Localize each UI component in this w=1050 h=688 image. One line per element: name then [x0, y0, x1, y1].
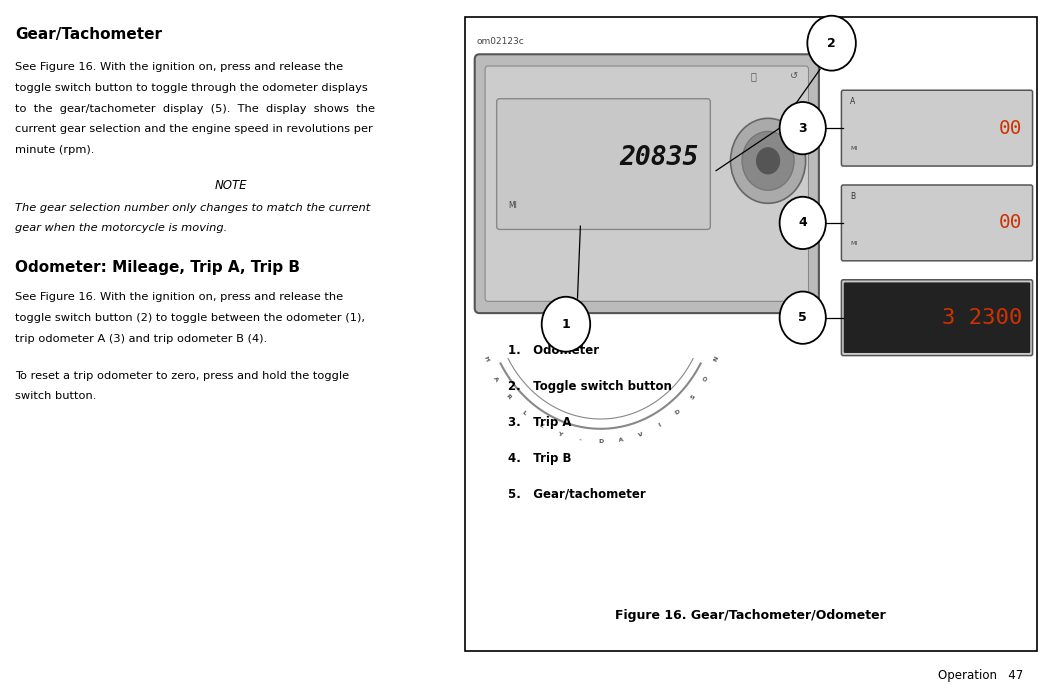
- Circle shape: [779, 102, 826, 154]
- Text: A: A: [492, 376, 499, 383]
- Text: 5: 5: [798, 311, 807, 324]
- Text: -: -: [579, 438, 582, 442]
- FancyBboxPatch shape: [841, 90, 1032, 166]
- Text: ⛽: ⛽: [751, 71, 757, 81]
- Text: toggle switch button (2) to toggle between the odometer (1),: toggle switch button (2) to toggle betwe…: [15, 313, 365, 323]
- Text: minute (rpm).: minute (rpm).: [15, 145, 94, 155]
- Text: 3.   Trip A: 3. Trip A: [508, 416, 571, 429]
- Text: 4.   Trip B: 4. Trip B: [508, 451, 571, 464]
- Text: A: A: [850, 98, 856, 107]
- Text: N: N: [712, 356, 719, 363]
- Text: To reset a trip odometer to zero, press and hold the toggle: To reset a trip odometer to zero, press …: [15, 371, 349, 380]
- Text: The gear selection number only changes to match the current: The gear selection number only changes t…: [15, 202, 371, 213]
- Text: 1.   Odometer: 1. Odometer: [508, 344, 600, 357]
- FancyBboxPatch shape: [844, 282, 1030, 353]
- Circle shape: [779, 197, 826, 249]
- Circle shape: [807, 16, 856, 71]
- Text: E: E: [539, 422, 544, 429]
- Text: O: O: [702, 376, 709, 383]
- FancyBboxPatch shape: [841, 185, 1032, 261]
- Circle shape: [779, 292, 826, 344]
- Text: toggle switch button to toggle through the odometer displays: toggle switch button to toggle through t…: [15, 83, 367, 93]
- FancyBboxPatch shape: [485, 66, 808, 301]
- Text: om02123c: om02123c: [477, 36, 524, 45]
- Text: 20835: 20835: [620, 144, 699, 171]
- Circle shape: [542, 297, 590, 352]
- Text: D: D: [598, 440, 603, 444]
- Text: D: D: [674, 409, 680, 416]
- Text: See Figure 16. With the ignition on, press and release the: See Figure 16. With the ignition on, pre…: [15, 292, 343, 303]
- Text: See Figure 16. With the ignition on, press and release the: See Figure 16. With the ignition on, pre…: [15, 63, 343, 72]
- Text: 3 2300: 3 2300: [942, 308, 1023, 327]
- FancyBboxPatch shape: [475, 54, 819, 313]
- Text: Figure 16. Gear/Tachometer/Odometer: Figure 16. Gear/Tachometer/Odometer: [615, 609, 886, 621]
- Text: Operation   47: Operation 47: [939, 669, 1024, 682]
- Text: H: H: [482, 356, 489, 363]
- Text: 4: 4: [798, 217, 807, 229]
- Text: 3: 3: [798, 122, 807, 135]
- Text: A: A: [618, 437, 624, 443]
- Text: MI: MI: [850, 241, 858, 246]
- Text: Gear/Tachometer: Gear/Tachometer: [15, 27, 162, 42]
- Circle shape: [731, 118, 805, 203]
- Text: NOTE: NOTE: [215, 179, 247, 192]
- Text: V: V: [638, 431, 644, 438]
- Text: I: I: [657, 422, 663, 428]
- Text: Odometer: Mileage, Trip A, Trip B: Odometer: Mileage, Trip A, Trip B: [15, 260, 300, 275]
- Text: 2.   Toggle switch button: 2. Toggle switch button: [508, 380, 672, 393]
- Text: Y: Y: [558, 431, 563, 438]
- Text: 5.   Gear/tachometer: 5. Gear/tachometer: [508, 488, 646, 501]
- Text: MI: MI: [508, 201, 517, 210]
- Text: 1: 1: [562, 318, 570, 331]
- Text: MI: MI: [850, 146, 858, 151]
- Text: to  the  gear/tachometer  display  (5).  The  display  shows  the: to the gear/tachometer display (5). The …: [15, 104, 375, 114]
- Text: 00: 00: [999, 213, 1023, 233]
- Text: L: L: [521, 409, 527, 416]
- Circle shape: [742, 131, 794, 191]
- Circle shape: [757, 148, 779, 174]
- Text: S: S: [689, 394, 696, 400]
- Text: gear when the motorcycle is moving.: gear when the motorcycle is moving.: [15, 224, 227, 233]
- Text: 2: 2: [827, 36, 836, 50]
- Text: current gear selection and the engine speed in revolutions per: current gear selection and the engine sp…: [15, 125, 373, 134]
- Text: B: B: [850, 192, 855, 201]
- Text: trip odometer A (3) and trip odometer B (4).: trip odometer A (3) and trip odometer B …: [15, 334, 267, 344]
- Text: switch button.: switch button.: [15, 391, 97, 401]
- Text: 00: 00: [999, 118, 1023, 138]
- Text: R: R: [505, 394, 512, 400]
- Text: ↺: ↺: [790, 71, 798, 81]
- FancyBboxPatch shape: [497, 98, 710, 230]
- FancyBboxPatch shape: [841, 280, 1032, 356]
